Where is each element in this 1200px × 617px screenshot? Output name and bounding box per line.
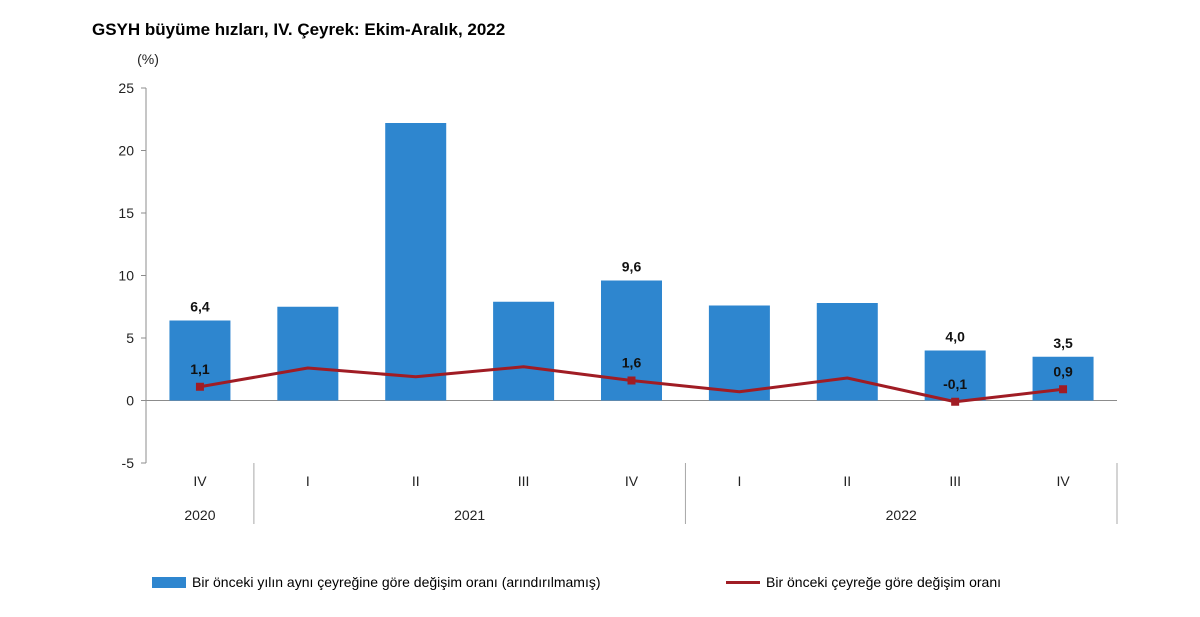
line-marker — [195, 382, 204, 391]
legend-line-swatch — [726, 580, 760, 584]
bar — [277, 306, 339, 401]
x-category-label: II — [843, 473, 851, 489]
y-tick-label: 5 — [126, 330, 134, 346]
bar-data-label: 4,0 — [945, 329, 965, 345]
legend: Bir önceki yılın aynı çeyreğine göre değ… — [0, 574, 1200, 598]
legend-label-bar-series: Bir önceki yılın aynı çeyreğine göre değ… — [192, 574, 601, 590]
x-year-label: 2021 — [454, 507, 485, 523]
y-tick-label: 25 — [118, 80, 134, 96]
bar-data-label: 3,5 — [1053, 335, 1073, 351]
line-marker — [627, 376, 636, 385]
x-category-label: I — [306, 473, 310, 489]
line-data-label: 1,1 — [190, 361, 210, 377]
legend-item-bar-series: Bir önceki yılın aynı çeyreğine göre değ… — [152, 574, 601, 590]
x-category-label: III — [518, 473, 530, 489]
line-marker — [1059, 385, 1068, 394]
bar — [708, 305, 770, 401]
x-category-label: IV — [193, 473, 207, 489]
bar-data-label: 6,4 — [190, 299, 210, 315]
y-axis-unit-label: (%) — [137, 51, 159, 67]
y-tick-label: -5 — [122, 455, 135, 471]
bar — [493, 301, 555, 401]
line-data-label: -0,1 — [943, 376, 967, 392]
line-data-label: 1,6 — [622, 355, 642, 371]
bar — [385, 123, 447, 401]
legend-item-line-series: Bir önceki çeyreğe göre değişim oranı — [726, 574, 1001, 590]
y-tick-label: 15 — [118, 205, 134, 221]
y-tick-label: 10 — [118, 268, 134, 284]
x-category-label: I — [737, 473, 741, 489]
x-category-label: II — [412, 473, 420, 489]
legend-bar-swatch — [152, 576, 186, 588]
bar-series — [169, 123, 1094, 401]
x-year-label: 2020 — [184, 507, 215, 523]
bar-data-label: 9,6 — [622, 259, 642, 275]
data-labels: 6,4 9,6 4,0 3,5 1,1 1,6 -0,1 0,9 — [190, 259, 1073, 392]
y-tick-label: 0 — [126, 393, 134, 409]
y-axis: -5 0 5 10 15 20 25(%) — [118, 51, 158, 471]
legend-label-line-series: Bir önceki çeyreğe göre değişim oranı — [766, 574, 1002, 590]
line-marker — [951, 397, 960, 406]
line-series — [195, 365, 1068, 406]
chart-title: GSYH büyüme hızları, IV. Çeyrek: Ekim-Ar… — [92, 20, 506, 39]
line-data-label: 0,9 — [1053, 363, 1073, 379]
bar — [924, 350, 986, 401]
x-category-label: IV — [1056, 473, 1070, 489]
y-tick-label: 20 — [118, 143, 134, 159]
x-category-label: IV — [625, 473, 639, 489]
bar — [816, 303, 878, 401]
x-year-label: 2022 — [886, 507, 917, 523]
x-category-label: III — [949, 473, 961, 489]
